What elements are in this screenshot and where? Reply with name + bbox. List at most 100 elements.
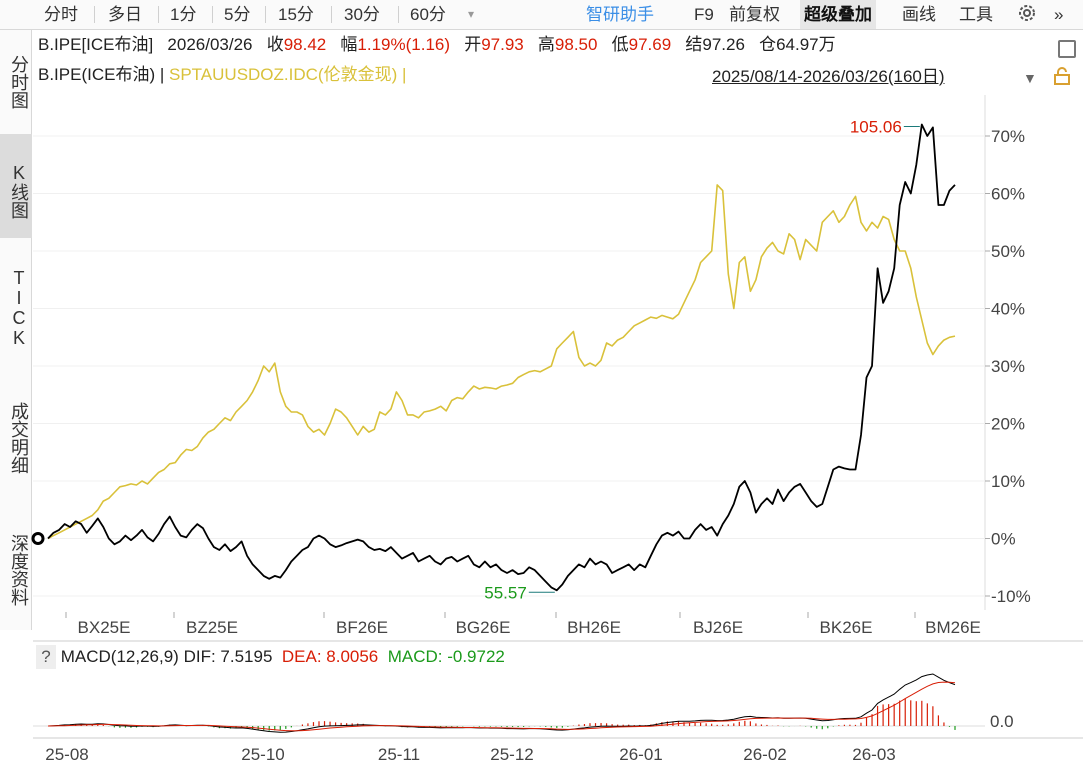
x-axis-contract-labels: BX25E BZ25E BF26E BG26E BH26E BJ26E BK26E BM26E bbox=[65, 612, 981, 637]
low-value: 97.69 bbox=[628, 35, 672, 54]
tab-30min[interactable]: 30分 bbox=[344, 5, 380, 24]
overlay-button[interactable]: 超级叠加 bbox=[800, 0, 876, 29]
macd-axis-label: 0.0 bbox=[990, 712, 1014, 731]
y-tick-label: -10% bbox=[991, 587, 1031, 606]
gold-line bbox=[47, 184, 956, 540]
y-tick-label: 70% bbox=[991, 127, 1025, 146]
toolbar-divider bbox=[212, 6, 213, 23]
draw-button[interactable]: 画线 bbox=[902, 5, 936, 24]
f9-button[interactable]: F9 bbox=[694, 5, 714, 24]
legend-brent[interactable]: B.IPE(ICE布油) | bbox=[38, 65, 165, 84]
macd-name[interactable]: MACD(12,26,9) bbox=[60, 647, 179, 666]
tab-trade-details[interactable]: 成交明细 bbox=[9, 402, 29, 474]
low-annotation: 55.57 bbox=[484, 583, 527, 602]
tab-1min[interactable]: 1分 bbox=[170, 5, 197, 24]
dif-line bbox=[47, 673, 956, 733]
overlay-legend: B.IPE(ICE布油) | SPTAUUSDOZ.IDC(伦敦金现) | bbox=[38, 63, 406, 87]
period-dropdown-icon[interactable]: ▾ bbox=[468, 7, 475, 21]
y-tick-label: 60% bbox=[991, 185, 1025, 204]
tab-multiday[interactable]: 多日 bbox=[108, 5, 142, 24]
x-contract-label: BJ26E bbox=[693, 618, 743, 637]
gear-icon[interactable] bbox=[1016, 2, 1038, 31]
x-contract-label: BG26E bbox=[456, 618, 511, 637]
settle-value: 97.26 bbox=[702, 35, 745, 54]
annotations: 105.06 55.57 bbox=[484, 118, 920, 602]
y-tick-label: 20% bbox=[991, 415, 1025, 434]
settle-label: 结 bbox=[685, 35, 703, 54]
x-month-label: 26-01 bbox=[619, 745, 662, 764]
y-tick-label: 50% bbox=[991, 242, 1025, 261]
brent-line bbox=[47, 123, 956, 592]
x-month-label: 26-03 bbox=[852, 745, 895, 764]
symbol-name: B.IPE[ICE布油] bbox=[38, 35, 154, 54]
date-range[interactable]: 2025/08/14-2026/03/26(160日) bbox=[712, 67, 945, 86]
x-contract-label: BX25E bbox=[78, 618, 131, 637]
x-contract-label: BK26E bbox=[820, 618, 873, 637]
high-value: 98.50 bbox=[554, 35, 598, 54]
toolbar-divider bbox=[398, 6, 399, 23]
tab-depth[interactable]: 深度资料 bbox=[9, 534, 29, 606]
macd-value: MACD: -0.9722 bbox=[387, 647, 505, 666]
close-value: 98.42 bbox=[283, 35, 327, 54]
tab-tick[interactable]: TICK bbox=[9, 268, 29, 348]
oi-value: 64.97万 bbox=[776, 35, 836, 54]
main-plot-area bbox=[33, 95, 983, 645]
change-value: 1.19%(1.16) bbox=[357, 35, 451, 54]
x-axis-month-labels: 25-08 25-10 25-11 25-12 26-01 26-02 26-03 bbox=[45, 745, 895, 764]
start-marker bbox=[31, 532, 45, 545]
range-dropdown-icon[interactable]: ▼ bbox=[1023, 70, 1037, 86]
x-contract-label: BZ25E bbox=[186, 618, 238, 637]
assistant-button[interactable]: 智研助手 bbox=[586, 5, 654, 24]
quote-line: B.IPE[ICE布油] 2026/03/26 收98.42 幅1.19%(1.… bbox=[38, 33, 836, 57]
low-label: 低 bbox=[611, 35, 629, 54]
macd-help-button[interactable]: ? bbox=[36, 645, 56, 669]
x-month-label: 25-12 bbox=[490, 745, 533, 764]
tab-15min[interactable]: 15分 bbox=[278, 5, 314, 24]
macd-plot bbox=[33, 673, 985, 733]
macd-header: ? MACD(12,26,9) DIF: 7.5195 DEA: 8.0056 … bbox=[36, 645, 505, 669]
grid bbox=[33, 135, 985, 597]
tools-button[interactable]: 工具 bbox=[959, 5, 993, 24]
x-contract-label: BH26E bbox=[567, 618, 621, 637]
left-view-tabs: 分时图 K线图 TICK 成交明细 深度资料 bbox=[0, 30, 32, 630]
legend-gold[interactable]: SPTAUUSDOZ.IDC(伦敦金现) | bbox=[169, 65, 407, 84]
dea-line bbox=[47, 681, 956, 732]
high-label: 高 bbox=[537, 35, 555, 54]
toolbar-divider bbox=[265, 6, 266, 23]
macd-dif: DIF: 7.5195 bbox=[183, 647, 273, 666]
y-tick-label: 0% bbox=[991, 530, 1016, 549]
lock-icon[interactable] bbox=[1052, 66, 1072, 86]
y-tick-label: 10% bbox=[991, 472, 1025, 491]
tab-kline[interactable]: K线图 bbox=[0, 134, 32, 238]
change-label: 幅 bbox=[340, 35, 358, 54]
y-axis-ticks: 70% 60% 50% 40% 30% 20% 10% 0% -10% bbox=[985, 127, 1031, 606]
more-icon[interactable]: » bbox=[1054, 5, 1064, 24]
y-tick-label: 30% bbox=[991, 357, 1025, 376]
x-month-label: 25-08 bbox=[45, 745, 88, 764]
macd-dea: DEA: 8.0056 bbox=[281, 647, 379, 666]
open-label: 开 bbox=[464, 35, 482, 54]
x-month-label: 26-02 bbox=[743, 745, 786, 764]
adjust-button[interactable]: 前复权 bbox=[729, 5, 780, 24]
x-contract-label: BF26E bbox=[336, 618, 388, 637]
tab-timeshare[interactable]: 分时图 bbox=[9, 55, 29, 109]
x-month-label: 25-11 bbox=[378, 745, 420, 764]
open-value: 97.93 bbox=[481, 35, 524, 54]
toolbar-divider bbox=[94, 6, 95, 23]
oi-label: 仓 bbox=[759, 35, 777, 54]
toolbar-divider bbox=[331, 6, 332, 23]
high-annotation: 105.06 bbox=[850, 118, 902, 137]
series-lines[interactable] bbox=[31, 123, 956, 592]
tab-intraday[interactable]: 分时 bbox=[44, 5, 78, 24]
x-month-label: 25-10 bbox=[241, 745, 284, 764]
x-contract-label: BM26E bbox=[925, 618, 981, 637]
close-label: 收 bbox=[266, 35, 284, 54]
y-tick-label: 40% bbox=[991, 300, 1025, 319]
collapse-icon[interactable] bbox=[1058, 40, 1076, 58]
toolbar-divider bbox=[158, 6, 159, 23]
top-toolbar: 分时 多日 1分 5分 15分 30分 60分 ▾ 智研助手 F9 前复权 超级… bbox=[0, 0, 1083, 30]
tab-5min[interactable]: 5分 bbox=[224, 5, 251, 24]
tab-60min[interactable]: 60分 bbox=[410, 5, 446, 24]
